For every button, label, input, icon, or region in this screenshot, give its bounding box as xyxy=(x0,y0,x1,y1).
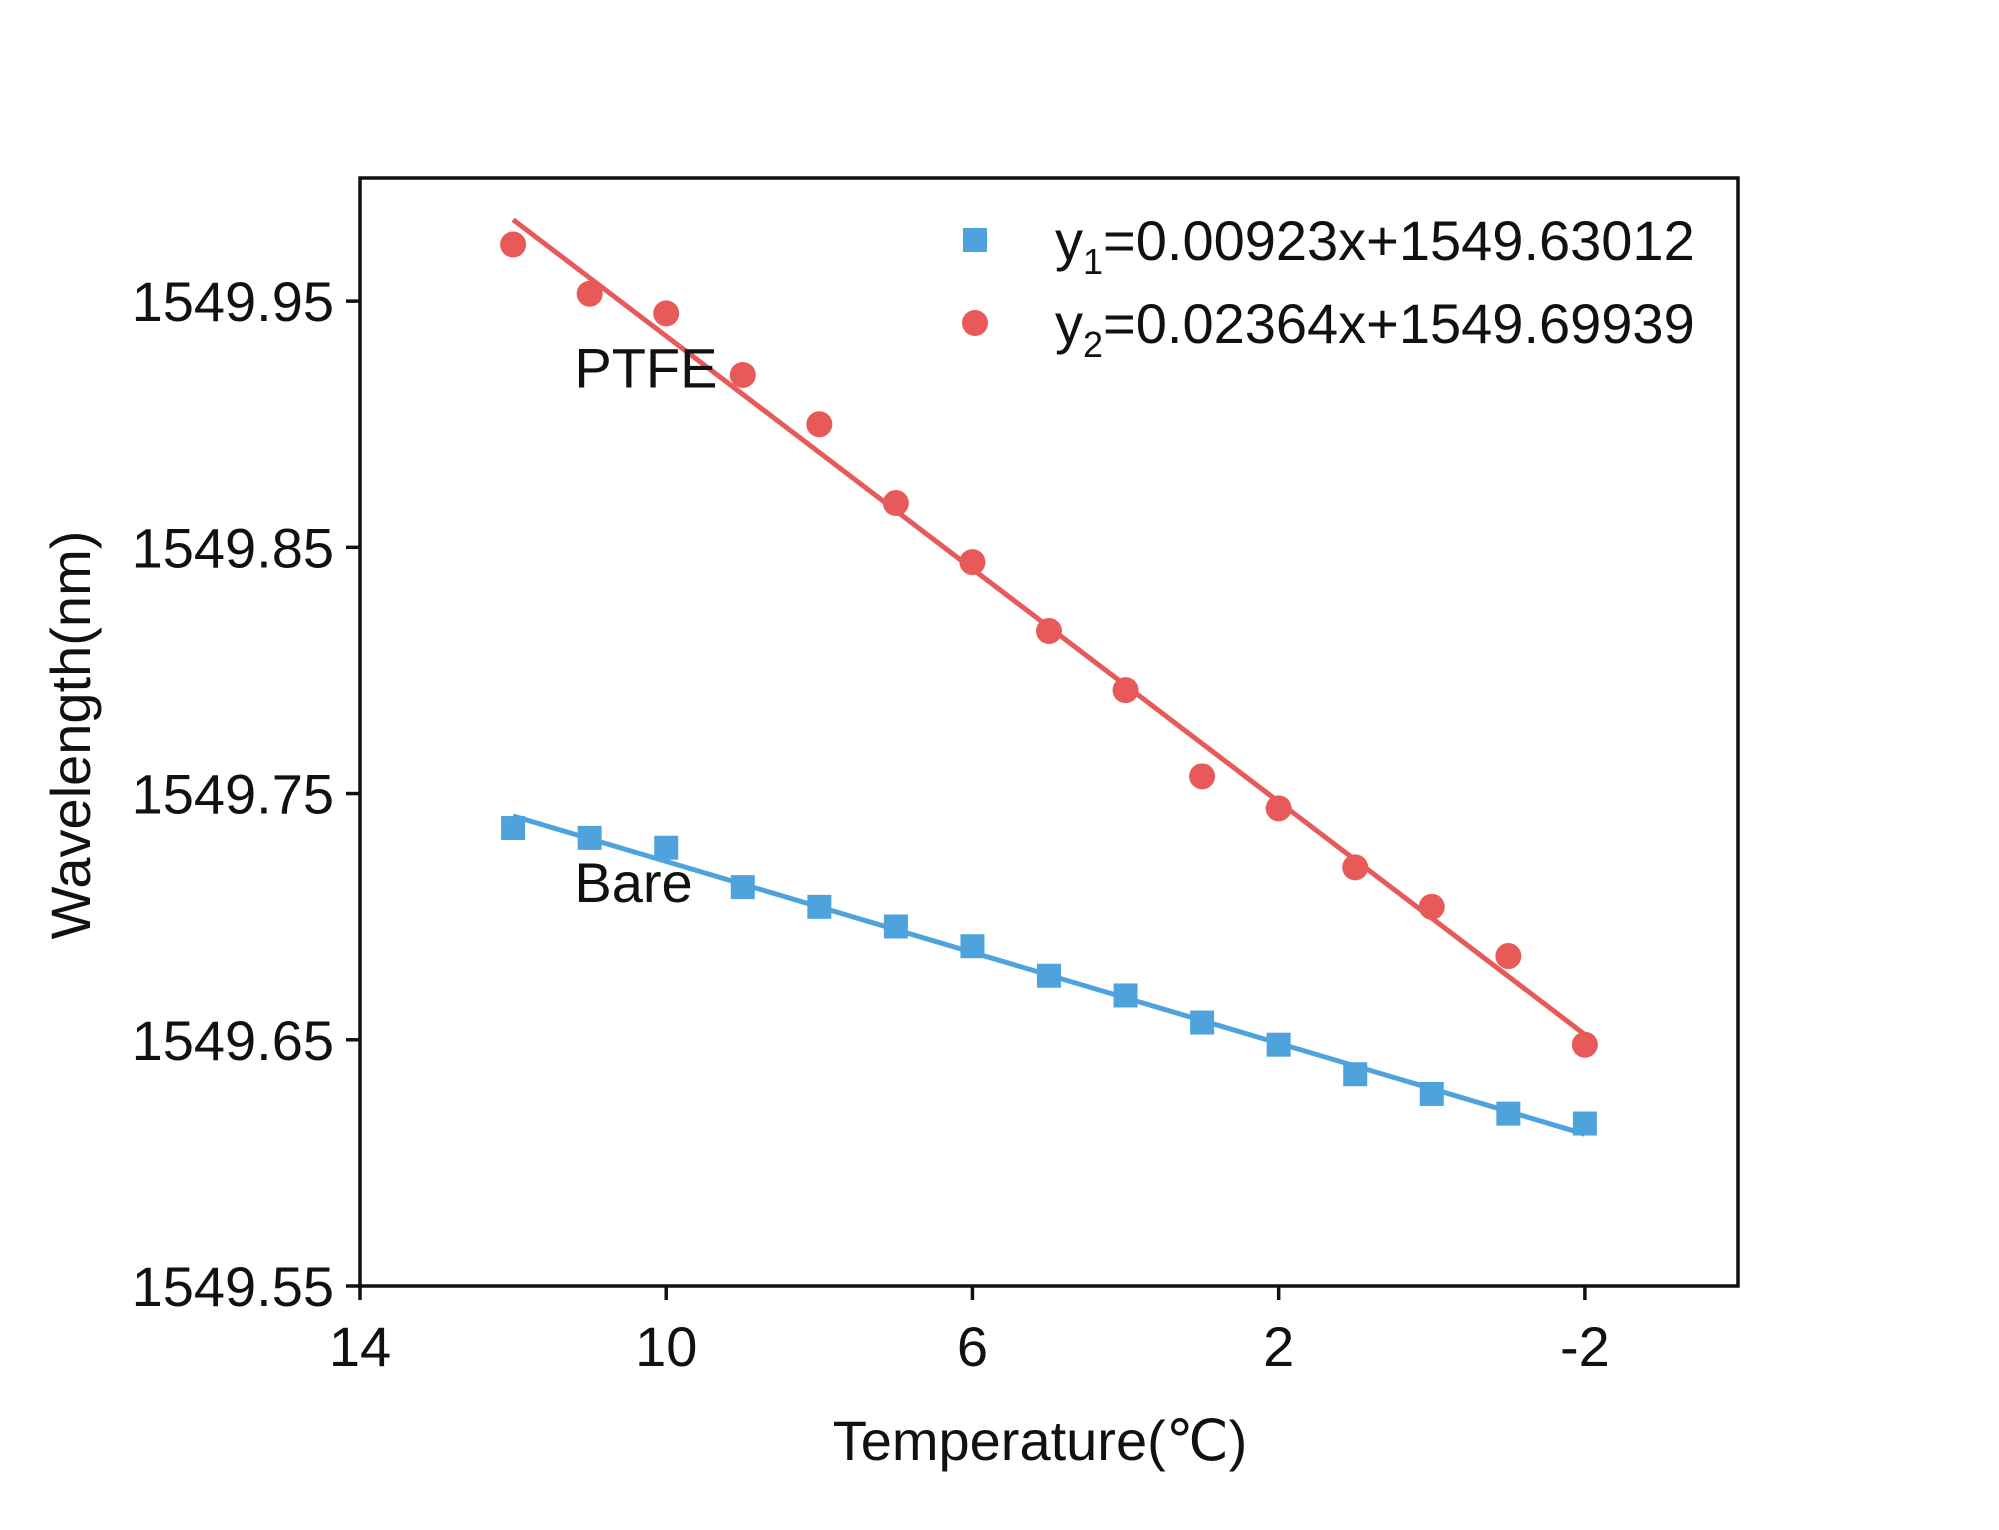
series-bare xyxy=(501,813,1597,1137)
data-point xyxy=(1113,983,1138,1008)
y-tick-label: 1549.65 xyxy=(132,1009,334,1072)
data-point xyxy=(501,816,526,841)
legend-label: y1=0.00923x+1549.63012 xyxy=(1055,209,1695,282)
y-axis-title: Wavelength(nm) xyxy=(39,531,102,940)
data-point xyxy=(1572,1111,1597,1136)
data-point xyxy=(882,490,909,517)
x-tick-label: 14 xyxy=(329,1315,391,1378)
legend-item-bare: y1=0.00923x+1549.63012 xyxy=(963,209,1695,282)
legend: y1=0.00923x+1549.63012y2=0.02364x+1549.6… xyxy=(962,209,1695,365)
axes: 14 10 6 2 -2 1549.55 1549.65 1549.75 1549.85 1549… xyxy=(132,176,1740,1378)
x-tick-label: 6 xyxy=(957,1315,988,1378)
data-point xyxy=(807,894,832,919)
data-point xyxy=(1190,1010,1215,1035)
data-point xyxy=(577,825,602,850)
data-point xyxy=(1418,893,1445,920)
legend-label-subscript: 2 xyxy=(1083,324,1103,365)
annotations: PTFE Bare xyxy=(574,336,717,914)
legend-item-ptfe: y2=0.02364x+1549.69939 xyxy=(962,292,1695,365)
legend-label-equation: =0.00923x+1549.63012 xyxy=(1103,209,1695,272)
data-point xyxy=(883,914,908,939)
annotation-ptfe: PTFE xyxy=(574,336,717,399)
data-point xyxy=(729,361,756,388)
plot-frame xyxy=(358,176,1740,1288)
legend-label-prefix: y xyxy=(1055,209,1083,272)
data-point xyxy=(1343,1062,1368,1087)
legend-label-subscript: 1 xyxy=(1083,241,1103,282)
legend-label: y2=0.02364x+1549.69939 xyxy=(1055,292,1695,365)
legend-marker xyxy=(962,310,988,336)
legend-label-prefix: y xyxy=(1055,292,1083,355)
data-point xyxy=(1419,1081,1444,1106)
x-tick-label: 10 xyxy=(635,1315,697,1378)
y-tick-label: 1549.85 xyxy=(132,516,334,579)
data-point xyxy=(1342,854,1369,881)
data-point xyxy=(959,549,986,576)
data-point xyxy=(730,875,755,900)
y-tick-label: 1549.95 xyxy=(132,270,334,333)
data-point xyxy=(1265,795,1292,822)
legend-label-equation: =0.02364x+1549.69939 xyxy=(1103,292,1695,355)
data-point xyxy=(1496,1101,1521,1126)
data-point xyxy=(654,835,679,860)
data-point xyxy=(1189,763,1216,790)
data-point xyxy=(806,411,833,438)
data-point xyxy=(1112,677,1139,704)
data-point xyxy=(1571,1031,1598,1058)
data-point xyxy=(1266,1032,1291,1057)
legend-marker xyxy=(963,228,987,252)
plot-area xyxy=(500,217,1598,1137)
annotation-bare: Bare xyxy=(574,851,692,914)
x-tick-label: -2 xyxy=(1560,1315,1610,1378)
data-point xyxy=(500,231,527,258)
data-point xyxy=(1037,963,1061,988)
data-point xyxy=(576,280,603,307)
data-point xyxy=(1495,943,1522,970)
data-point xyxy=(960,934,985,959)
data-point xyxy=(653,300,680,327)
y-tick-label: 1549.55 xyxy=(132,1255,334,1318)
series-ptfe xyxy=(500,217,1598,1058)
data-point xyxy=(1036,618,1062,645)
x-tick-label: 2 xyxy=(1263,1315,1294,1378)
y-tick-label: 1549.75 xyxy=(132,763,334,826)
x-axis-title: Temperature(℃) xyxy=(833,1409,1248,1472)
